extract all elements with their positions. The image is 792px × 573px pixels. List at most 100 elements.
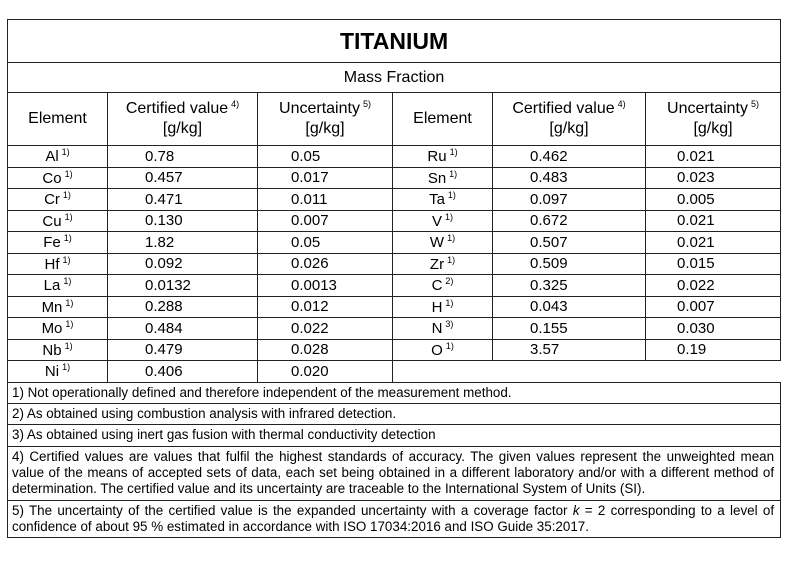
footnote: 2) As obtained using combustion analysis… bbox=[6, 402, 782, 426]
header-uncertainty: Uncertainty 5) [g/kg] bbox=[644, 92, 782, 146]
certified-value: 0.78 bbox=[107, 145, 258, 168]
footnote-italic: k bbox=[572, 502, 580, 518]
data-row: Ni 1) 0.406 0.020 bbox=[7, 360, 781, 383]
footnote-text: 1) Not operationally defined and therefo… bbox=[12, 384, 512, 400]
header-element: Element bbox=[7, 92, 108, 146]
element: Sn bbox=[427, 169, 447, 187]
subtitle: Mass Fraction bbox=[6, 62, 782, 93]
data-row: Al 1) 0.78 0.05 Ru 1) 0.462 0.021 bbox=[7, 145, 782, 168]
footnote-row: 4) Certified values are values that fulf… bbox=[6, 445, 782, 501]
data-row: Cu 1) 0.130 0.007 V 1) 0.672 0.021 bbox=[7, 209, 782, 232]
footnote-ref: 1) bbox=[64, 211, 73, 222]
certified-value: 0.130 bbox=[107, 209, 258, 232]
certified-value: 0.672 bbox=[492, 209, 646, 232]
footnote-ref: 1) bbox=[449, 147, 458, 158]
footnote-row: 2) As obtained using combustion analysis… bbox=[6, 402, 782, 426]
data-row: La 1) 0.0132 0.0013 C 2) 0.325 0.022 bbox=[7, 274, 782, 297]
footnote-ref: 1) bbox=[445, 340, 454, 351]
element-cell: C 2) bbox=[392, 274, 493, 297]
footnote-ref: 1) bbox=[445, 297, 454, 308]
document: TITANIUM Mass Fraction Element Certified va… bbox=[6, 19, 782, 539]
element-cell: Nb 1) bbox=[7, 338, 108, 361]
uncertainty-value: 0.011 bbox=[257, 188, 393, 211]
footnote: 4) Certified values are values that fulf… bbox=[6, 445, 782, 501]
footnote-ref: 1) bbox=[62, 190, 71, 201]
element: V bbox=[431, 212, 442, 230]
certified-value: 0.155 bbox=[492, 317, 646, 340]
footnote-ref: 1) bbox=[62, 362, 71, 373]
header-element: Element bbox=[392, 92, 493, 146]
footnote: 3) As obtained using inert gas fusion wi… bbox=[6, 424, 782, 447]
certified-value: 0.462 bbox=[492, 145, 646, 168]
header-row: Element Certified value 4) [g/kg] Uncertaint… bbox=[7, 92, 782, 146]
element-cell: W 1) bbox=[392, 231, 493, 254]
uncertainty-value: 0.021 bbox=[644, 145, 782, 168]
element-cell: Ni 1) bbox=[7, 360, 108, 383]
certified-value: 0.509 bbox=[492, 252, 646, 275]
element: C bbox=[431, 277, 443, 295]
uncertainty-value: 0.0013 bbox=[257, 274, 393, 297]
title: TITANIUM bbox=[6, 19, 782, 63]
footnote-ref: 1) bbox=[64, 168, 73, 179]
footnote-text: 5) The uncertainty of the certified valu… bbox=[12, 502, 573, 518]
element: Ta bbox=[429, 191, 445, 209]
certified-value: 0.483 bbox=[492, 166, 646, 189]
element-cell: H 1) bbox=[392, 295, 493, 318]
header-text: Certified value bbox=[512, 100, 615, 117]
footnote-ref: 1) bbox=[449, 168, 458, 179]
footnote-row: 5) The uncertainty of the certified valu… bbox=[6, 499, 782, 539]
empty-cell bbox=[391, 360, 781, 382]
certified-value: 0.288 bbox=[107, 295, 258, 318]
element-cell: Ta 1) bbox=[392, 188, 493, 211]
uncertainty-value: 0.015 bbox=[644, 252, 782, 275]
certified-value: 0.457 bbox=[107, 166, 258, 189]
element: Cr bbox=[44, 191, 60, 209]
element: La bbox=[43, 277, 61, 295]
footnote-row: 1) Not operationally defined and therefo… bbox=[6, 381, 782, 404]
certified-value: 0.484 bbox=[107, 317, 258, 340]
certified-value: 0.092 bbox=[107, 252, 258, 275]
footnote-ref: 5) bbox=[362, 99, 371, 109]
element: Fe bbox=[43, 234, 61, 252]
element-cell: Al 1) bbox=[7, 145, 108, 168]
element-cell: Zr 1) bbox=[392, 252, 493, 275]
uncertainty-value: 0.19 bbox=[644, 338, 782, 361]
element: Co bbox=[42, 169, 62, 187]
uncertainty-value: 0.007 bbox=[644, 295, 782, 318]
element: O bbox=[431, 341, 443, 359]
uncertainty-value: 0.022 bbox=[257, 317, 393, 340]
data-row: Mo 1) 0.484 0.022 N 3) 0.155 0.030 bbox=[7, 317, 782, 340]
uncertainty-value: 0.021 bbox=[644, 209, 782, 232]
uncertainty-value: 0.012 bbox=[257, 295, 393, 318]
element-cell: Sn 1) bbox=[392, 166, 493, 189]
header-text: Uncertainty bbox=[279, 100, 360, 117]
element: Ni bbox=[44, 363, 60, 381]
element-cell: O 1) bbox=[392, 338, 493, 361]
uncertainty-value: 0.021 bbox=[644, 231, 782, 254]
footnote: 5) The uncertainty of the certified valu… bbox=[6, 499, 782, 539]
element-cell: Cu 1) bbox=[7, 209, 108, 232]
header-certified: Certified value 4) [g/kg] bbox=[492, 92, 646, 146]
element-cell: V 1) bbox=[392, 209, 493, 232]
header-text: Certified value bbox=[125, 100, 229, 117]
element: Ru bbox=[427, 148, 447, 166]
data-row: Hf 1) 0.092 0.026 Zr 1) 0.509 0.015 bbox=[7, 252, 782, 275]
footnote-ref: 1) bbox=[445, 211, 454, 222]
element: Cu bbox=[42, 212, 62, 230]
unit: [g/kg] bbox=[305, 120, 345, 137]
header-certified: Certified value 4) [g/kg] bbox=[107, 92, 258, 146]
data-row: Co 1) 0.457 0.017 Sn 1) 0.483 0.023 bbox=[7, 166, 782, 189]
footnote-ref: 1) bbox=[447, 254, 456, 265]
footnote-ref: 1) bbox=[62, 254, 71, 265]
data-row: Fe 1) 1.82 0.05 W 1) 0.507 0.021 bbox=[7, 231, 782, 254]
certified-value: 0.097 bbox=[492, 188, 646, 211]
element-cell: Mn 1) bbox=[7, 295, 108, 318]
element: Mo bbox=[41, 320, 63, 338]
uncertainty-value: 0.05 bbox=[257, 145, 393, 168]
footnote-ref: 1) bbox=[447, 190, 456, 201]
uncertainty-value: 0.017 bbox=[257, 166, 393, 189]
footnote-ref: 4) bbox=[617, 99, 626, 109]
uncertainty-value: 0.022 bbox=[644, 274, 782, 297]
footnote-ref: 1) bbox=[64, 340, 73, 351]
